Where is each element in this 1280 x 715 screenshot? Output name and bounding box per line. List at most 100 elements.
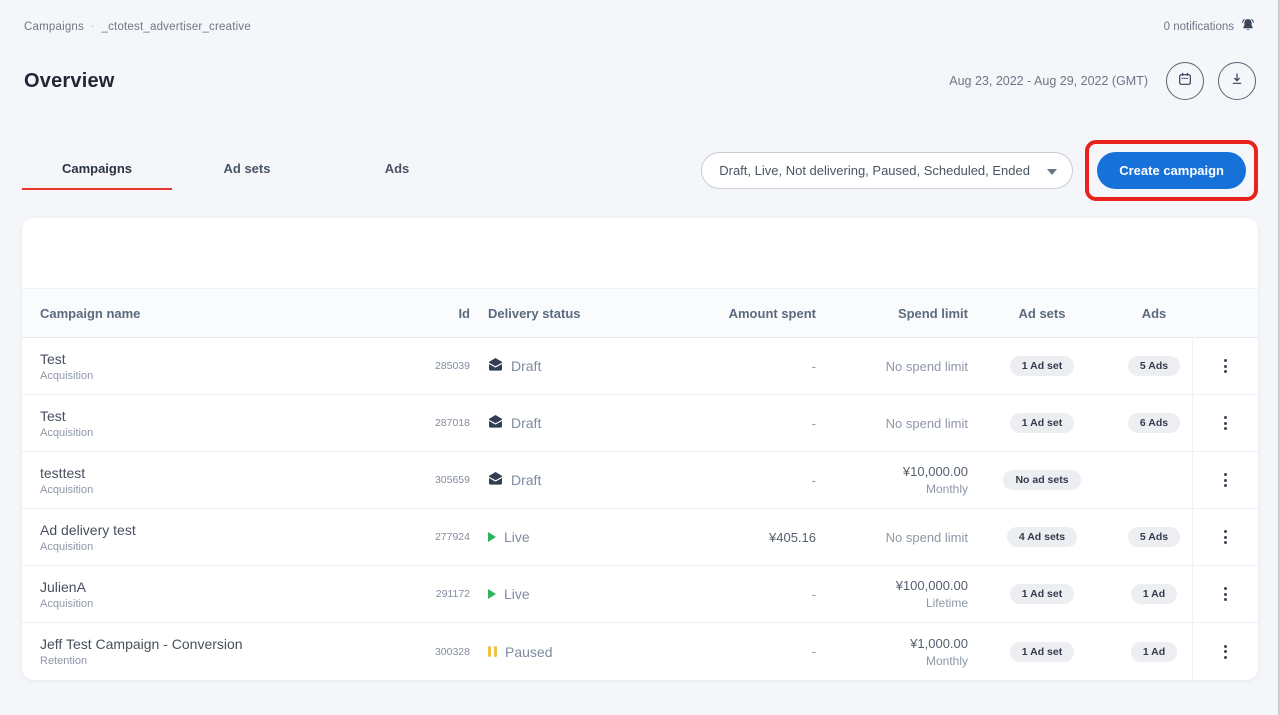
ad-sets-badge[interactable]: 1 Ad set <box>1009 584 1075 604</box>
spend-limit-cell: ¥10,000.00 Monthly <box>816 464 968 496</box>
ads-badge[interactable]: 6 Ads <box>1127 413 1181 433</box>
tab-ads[interactable]: Ads <box>322 151 472 190</box>
kebab-menu-button[interactable] <box>1216 639 1235 665</box>
breadcrumb-advertiser[interactable]: _ctotest_advertiser_creative <box>101 20 251 33</box>
draft-icon <box>488 472 503 488</box>
col-ad-sets: Ad sets <box>1018 305 1066 321</box>
tab-ads-label: Ads <box>384 161 410 176</box>
campaign-id: 285039 <box>434 360 470 372</box>
delivery-status-label: Draft <box>511 415 542 431</box>
delivery-status-cell: Live <box>470 586 666 602</box>
ad-sets-cell: 1 Ad set <box>968 641 1116 662</box>
kebab-menu-button[interactable] <box>1216 353 1235 379</box>
spend-limit-cell: ¥100,000.00 Lifetime <box>816 578 968 610</box>
ad-sets-cell: 1 Ad set <box>968 356 1116 376</box>
actions-cell <box>1192 395 1258 451</box>
table-row[interactable]: Test Acquisition 285039 Draft - No spend limi… <box>22 338 1258 395</box>
spend-limit-cell: No spend limit <box>816 359 968 374</box>
campaign-name[interactable]: testtest <box>40 464 86 481</box>
kebab-menu-button[interactable] <box>1216 524 1235 550</box>
calendar-icon <box>1177 71 1193 92</box>
spend-limit-period: Monthly <box>925 653 968 668</box>
ad-sets-badge[interactable]: No ad sets <box>1003 470 1081 490</box>
campaign-id: 287018 <box>434 417 470 429</box>
kebab-menu-button[interactable] <box>1216 581 1235 607</box>
campaign-name[interactable]: JulienA <box>40 578 86 595</box>
table-row[interactable]: JulienA Acquisition 291172 Live - ¥100,000.00… <box>22 566 1258 623</box>
col-campaign-name: Campaign name <box>40 305 141 321</box>
delivery-status-cell: Draft <box>470 415 666 431</box>
ad-sets-badge[interactable]: 1 Ad set <box>1009 641 1075 662</box>
spend-limit-period: Lifetime <box>925 596 968 610</box>
campaign-objective: Acquisition <box>40 369 94 382</box>
campaign-id: 300328 <box>434 645 470 658</box>
ads-cell: 1 Ad <box>1116 641 1192 662</box>
campaign-name[interactable]: Jeff Test Campaign - Conversion <box>40 636 243 652</box>
live-icon <box>488 532 496 542</box>
tab-bar: Campaigns Ad sets Ads <box>22 151 472 190</box>
campaign-name[interactable]: Test <box>40 407 66 424</box>
download-button[interactable] <box>1218 62 1256 100</box>
col-delivery-status: Delivery status <box>488 305 581 321</box>
spend-limit-amount: ¥100,000.00 <box>895 578 968 593</box>
create-campaign-button[interactable]: Create campaign <box>1097 152 1246 189</box>
campaign-name-cell[interactable]: Jeff Test Campaign - Conversion Retention <box>22 636 406 667</box>
campaign-name-cell[interactable]: testtest Acquisition <box>22 465 406 496</box>
notifications-label: 0 notifications <box>1163 20 1234 33</box>
ad-sets-cell: 1 Ad set <box>968 413 1116 433</box>
status-filter-select[interactable]: Draft, Live, Not delivering, Paused, Sch… <box>701 152 1074 189</box>
breadcrumb-campaigns[interactable]: Campaigns <box>24 20 84 33</box>
tab-campaigns-label: Campaigns <box>61 161 133 176</box>
date-range-label: Aug 23, 2022 - Aug 29, 2022 (GMT) <box>949 74 1148 88</box>
delivery-status-cell: Draft <box>470 472 666 488</box>
table-body: Test Acquisition 285039 Draft - No spend limi… <box>22 338 1258 680</box>
notifications[interactable]: 0 notifications <box>1164 17 1256 36</box>
bell-icon <box>1240 17 1256 36</box>
table-row[interactable]: testtest Acquisition 305659 Draft - ¥10,000.0… <box>22 452 1258 509</box>
breadcrumb-separator: · <box>90 21 95 32</box>
status-filter-value: Draft, Live, Not delivering, Paused, Sch… <box>719 163 1030 178</box>
table-header: Campaign name Id Delivery status Amount … <box>22 289 1258 338</box>
ads-badge[interactable]: 1 Ad <box>1130 641 1178 662</box>
ad-sets-badge[interactable]: 1 Ad set <box>1009 413 1075 433</box>
campaign-id: 305659 <box>434 474 470 486</box>
draft-icon <box>488 358 503 374</box>
table-row[interactable]: Ad delivery test Acquisition 277924 Live ¥40… <box>22 509 1258 566</box>
ads-badge[interactable]: 1 Ad <box>1130 584 1178 604</box>
tab-ad-sets[interactable]: Ad sets <box>172 151 322 190</box>
delivery-status-cell: Paused <box>470 644 666 660</box>
ads-badge[interactable]: 5 Ads <box>1127 527 1181 547</box>
breadcrumb: Campaigns · _ctotest_advertiser_creative <box>24 21 251 33</box>
kebab-menu-button[interactable] <box>1216 410 1235 436</box>
active-tab-underline <box>22 188 172 190</box>
delivery-status-label: Paused <box>505 643 553 660</box>
col-spend-limit: Spend limit <box>897 305 968 321</box>
paused-icon <box>488 646 497 657</box>
kebab-menu-button[interactable] <box>1216 467 1235 493</box>
ad-sets-badge[interactable]: 1 Ad set <box>1009 356 1075 376</box>
table-row[interactable]: Test Acquisition 287018 Draft - No spend limi… <box>22 395 1258 452</box>
amount-spent: - <box>811 472 816 488</box>
calendar-button[interactable] <box>1166 62 1204 100</box>
ads-cell: 6 Ads <box>1116 413 1192 433</box>
campaign-name-cell[interactable]: Ad delivery test Acquisition <box>22 522 406 553</box>
ads-cell: 5 Ads <box>1116 356 1192 376</box>
delivery-status-label: Draft <box>511 472 542 488</box>
tab-campaigns[interactable]: Campaigns <box>22 151 172 190</box>
amount-spent: - <box>811 358 816 374</box>
campaign-objective: Acquisition <box>40 483 94 496</box>
annotation-highlight-box: Create campaign <box>1085 140 1258 201</box>
campaign-name[interactable]: Ad delivery test <box>40 521 136 538</box>
ad-sets-badge[interactable]: 4 Ad sets <box>1006 527 1078 547</box>
campaign-name-cell[interactable]: Test Acquisition <box>22 408 406 439</box>
page-title: Overview <box>24 69 115 92</box>
campaign-name-cell[interactable]: Test Acquisition <box>22 351 406 382</box>
campaign-name-cell[interactable]: JulienA Acquisition <box>22 579 406 610</box>
ads-badge[interactable]: 5 Ads <box>1127 356 1181 376</box>
campaign-name[interactable]: Test <box>40 350 66 367</box>
tab-ad-sets-label: Ad sets <box>223 161 271 176</box>
col-ads: Ads <box>1141 305 1167 321</box>
ad-sets-cell: 1 Ad set <box>968 584 1116 604</box>
campaign-objective: Acquisition <box>40 597 94 610</box>
table-row[interactable]: Jeff Test Campaign - Conversion Retention… <box>22 623 1258 680</box>
